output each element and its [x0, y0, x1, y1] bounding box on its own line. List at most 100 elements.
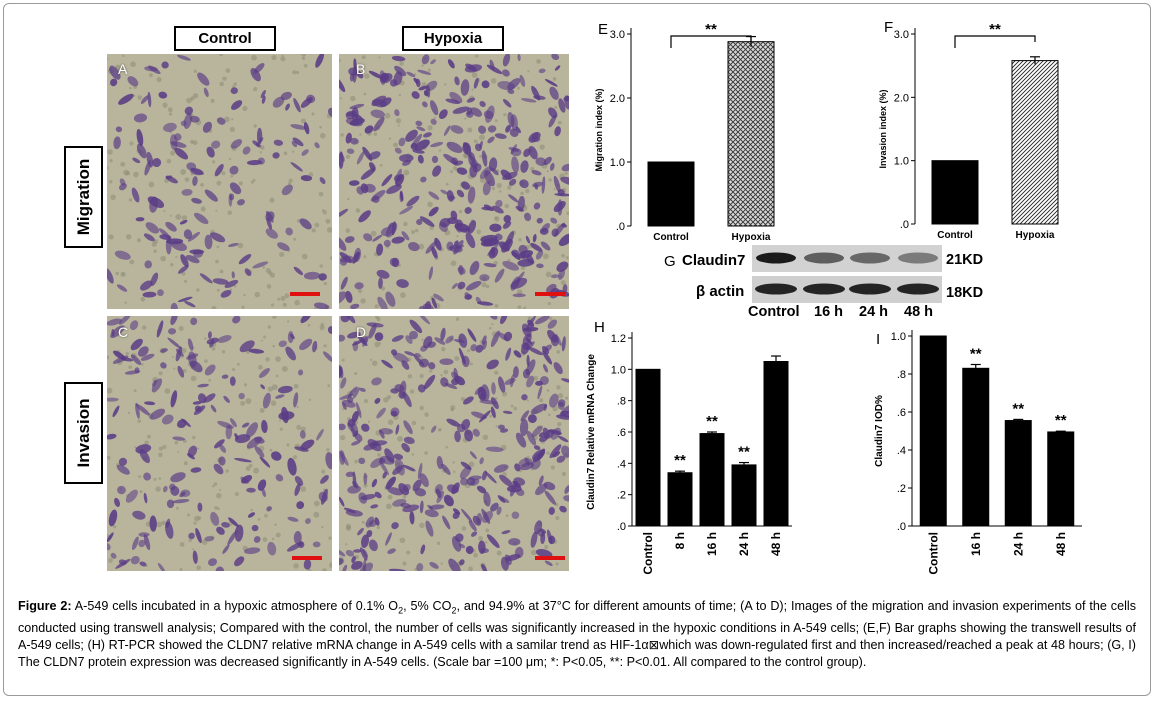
- cell: [479, 393, 485, 400]
- cell: [316, 428, 324, 441]
- pore: [433, 116, 436, 119]
- pore: [507, 185, 512, 190]
- pore: [345, 154, 351, 159]
- pore: [193, 69, 197, 73]
- cell: [320, 475, 329, 484]
- category-label: 16 h: [969, 532, 983, 556]
- cell: [527, 346, 544, 356]
- category-label: 24 h: [737, 532, 751, 556]
- pore: [489, 414, 493, 418]
- cell: [557, 199, 563, 216]
- cell: [394, 65, 407, 77]
- cell: [195, 527, 202, 544]
- cell: [456, 189, 465, 198]
- blot-lane-24h: 24 h: [859, 304, 889, 320]
- cell: [558, 233, 569, 247]
- cell: [351, 555, 356, 563]
- pore: [526, 455, 530, 459]
- cell: [488, 247, 499, 259]
- pore: [251, 54, 257, 61]
- pore: [237, 242, 244, 249]
- cell: [146, 151, 154, 168]
- pore: [473, 139, 478, 144]
- cell: [428, 266, 434, 280]
- pore: [170, 150, 176, 156]
- cell: [394, 109, 400, 117]
- cell: [401, 443, 411, 452]
- bar: [919, 335, 947, 527]
- pore: [476, 229, 482, 235]
- pore: [188, 538, 192, 543]
- cell: [293, 392, 299, 408]
- cell: [143, 534, 151, 551]
- y-tick-label: .8: [897, 369, 906, 381]
- cell: [167, 328, 177, 335]
- pore: [120, 271, 126, 277]
- pore: [526, 399, 529, 402]
- cell: [503, 214, 512, 223]
- cell: [416, 562, 424, 571]
- cell: [457, 266, 466, 275]
- cell: [560, 378, 569, 384]
- cell: [468, 520, 477, 532]
- pore: [137, 95, 143, 100]
- pore: [125, 351, 130, 356]
- cell: [519, 179, 529, 189]
- pore: [253, 87, 258, 92]
- cell: [144, 260, 152, 269]
- pore: [153, 249, 157, 253]
- cell: [300, 175, 313, 182]
- pore: [379, 163, 383, 167]
- blot-band: [849, 283, 891, 295]
- cell: [165, 175, 173, 180]
- cell: [395, 424, 400, 435]
- cell: [356, 151, 365, 165]
- pore: [407, 374, 413, 379]
- category-label: 16 h: [705, 532, 719, 556]
- cell: [247, 512, 256, 518]
- pore: [466, 349, 470, 353]
- pore: [264, 513, 268, 518]
- pore: [479, 154, 483, 158]
- cell: [298, 369, 304, 376]
- pore: [294, 299, 300, 306]
- cell: [481, 335, 487, 345]
- chart-h-svg: H .0 .2 .4 .6 .8 1.0 1.2 Claudin7 Relative mRNA …: [586, 319, 792, 575]
- pore: [450, 260, 457, 267]
- cell: [403, 436, 415, 445]
- cell: [460, 477, 469, 486]
- pore: [564, 396, 569, 400]
- cell: [481, 563, 488, 571]
- cell: [234, 556, 245, 567]
- pore: [471, 88, 474, 91]
- cell: [328, 107, 332, 117]
- cell: [362, 558, 367, 571]
- cell: [403, 420, 413, 435]
- cell: [532, 181, 543, 188]
- cell: [416, 219, 423, 226]
- pore: [161, 520, 166, 526]
- cell: [339, 423, 346, 431]
- y-tick-label: 1.2: [611, 333, 626, 345]
- pore: [393, 142, 398, 148]
- caption-sub-2: 2: [451, 605, 457, 616]
- pore: [339, 97, 343, 100]
- chart-f-svg: F .0 1.0 2.0 3.0 Invasion index (%) Control Hyp…: [878, 19, 1059, 241]
- cell: [548, 107, 558, 119]
- pore: [110, 194, 116, 201]
- pore: [325, 218, 331, 224]
- cell: [344, 236, 355, 243]
- cell: [380, 227, 393, 237]
- cell: [478, 125, 487, 134]
- cell: [490, 330, 500, 348]
- pore: [245, 398, 252, 405]
- pore: [491, 322, 494, 326]
- pore: [174, 440, 179, 445]
- cell: [391, 335, 404, 342]
- cell: [423, 132, 432, 138]
- cell: [521, 394, 528, 401]
- pore: [531, 549, 537, 556]
- cell: [359, 562, 374, 571]
- cell: [187, 338, 194, 351]
- cell: [204, 536, 215, 542]
